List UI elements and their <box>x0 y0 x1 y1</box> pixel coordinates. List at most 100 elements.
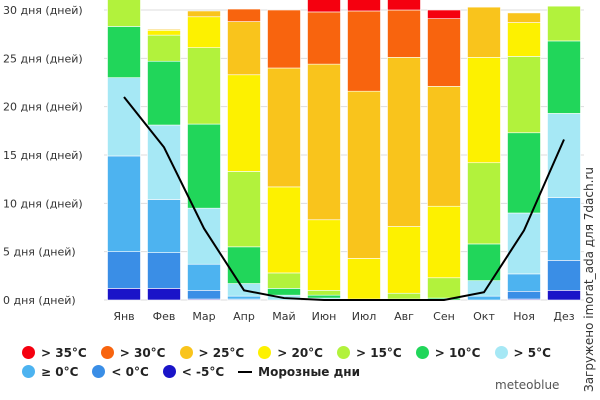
legend-item-above-10: > 10°C <box>415 345 481 360</box>
bar-segment <box>147 124 181 200</box>
bar-segment <box>107 155 141 252</box>
y-tick-label: 30 дня (дней) <box>3 4 83 17</box>
legend-swatch-icon <box>258 346 272 359</box>
bar-segment <box>347 10 381 92</box>
y-tick-label: 15 дня (дней) <box>3 149 83 162</box>
bar-segment <box>507 212 541 275</box>
bar-segment <box>187 16 221 48</box>
bar-segment <box>547 290 581 301</box>
bar-segment <box>147 199 181 253</box>
y-tick-label: 25 дня (дней) <box>3 52 83 65</box>
legend-swatch-icon <box>415 346 429 359</box>
legend-item-above-25: > 25°C <box>179 345 245 360</box>
watermark-text: Загружено imorat_ada для 7dach.ru <box>582 167 596 392</box>
bar-segment <box>387 9 421 58</box>
bar-segment <box>427 205 461 279</box>
legend-item-below-minus-5: < -5°C <box>162 364 225 379</box>
bar-segment <box>427 86 461 207</box>
legend-label: < 0°C <box>111 364 149 379</box>
bar-segment <box>307 0 341 13</box>
x-tick-label: Фев <box>153 310 176 323</box>
x-tick-label: Апр <box>233 310 255 323</box>
x-tick-label: Июл <box>352 310 377 323</box>
legend-swatch-icon <box>179 346 193 359</box>
bar-segment <box>267 67 301 188</box>
bar-segment <box>267 272 301 289</box>
bar-segment <box>507 290 541 300</box>
bar-segment <box>547 40 581 114</box>
legend-label: < -5°C <box>181 364 225 379</box>
bar-segment <box>307 11 341 65</box>
bar-segment <box>227 171 261 248</box>
bar-segment <box>387 57 421 227</box>
x-tick-label: Май <box>272 310 295 323</box>
bar-segment <box>187 123 221 209</box>
legend-swatch-icon <box>162 365 176 378</box>
bar-segment <box>147 34 181 62</box>
bar-segment <box>187 10 221 18</box>
legend: > 35°C > 30°C > 25°C > 20°C > 15°C > 10°… <box>22 343 582 381</box>
bar-segment <box>547 197 581 261</box>
legend-label: > 25°C <box>198 345 245 360</box>
legend-row-1: > 35°C > 30°C > 25°C > 20°C > 15°C > 10°… <box>22 343 582 362</box>
bar-segment <box>267 9 301 69</box>
x-tick-label: Сен <box>433 310 455 323</box>
bar-segment <box>427 277 461 299</box>
x-tick-label: Июн <box>312 310 337 323</box>
bar-segment <box>307 290 341 296</box>
frost-days-line <box>123 96 565 301</box>
bar-segment <box>227 246 261 284</box>
legend-label: Морозные дни <box>258 364 360 379</box>
bar-segment <box>427 9 461 19</box>
bar-segment <box>187 47 221 125</box>
bar-segment <box>547 113 581 198</box>
bar-segment <box>107 251 141 289</box>
bar-segment <box>147 288 181 301</box>
x-tick-label: Авг <box>394 310 414 323</box>
legend-label: > 5°C <box>513 345 551 360</box>
legend-label: > 30°C <box>119 345 166 360</box>
bar-segment <box>107 77 141 157</box>
legend-swatch-icon <box>22 365 35 378</box>
bar-segment <box>467 57 501 164</box>
bar-segment <box>467 295 501 301</box>
y-tick-label: 5 дня (дней) <box>3 246 76 259</box>
legend-label: ≥ 0°C <box>41 364 79 379</box>
bar-segment <box>547 5 581 42</box>
x-tick-label: Окт <box>473 310 495 323</box>
bar-segment <box>507 132 541 214</box>
bar-segment <box>467 162 501 245</box>
legend-label: > 15°C <box>356 345 402 360</box>
legend-swatch-icon <box>22 346 35 359</box>
legend-label: > 10°C <box>434 345 481 360</box>
bar-segment <box>547 260 581 291</box>
bar-segment <box>387 292 421 300</box>
bar-segment <box>107 288 141 301</box>
legend-swatch-icon <box>494 346 508 359</box>
legend-item-above-35: > 35°C <box>22 346 87 360</box>
legend-swatch-icon <box>337 346 350 359</box>
bar-segment <box>387 0 421 11</box>
bar-segment <box>227 74 261 172</box>
bar-segment <box>267 186 301 274</box>
bar-segment <box>307 219 341 291</box>
x-tick-label: Янв <box>113 310 134 323</box>
legend-row-2: ≥ 0°C < 0°C < -5°C Морозные дни <box>22 362 582 381</box>
bar-segment <box>187 263 221 291</box>
legend-swatch-icon <box>100 346 114 359</box>
bar-segment <box>307 294 341 299</box>
bar-segment <box>427 18 461 87</box>
bar-segment <box>507 12 541 23</box>
bar-segment <box>307 63 341 221</box>
bar-segment <box>387 226 421 294</box>
bar-segment <box>187 290 221 300</box>
x-tick-label: Дез <box>553 310 574 323</box>
bar-segment <box>187 207 221 265</box>
stacked-bar-chart: 0 дня (дней) 5 дня (дней) 10 дня (дней) 15 … <box>3 0 584 323</box>
meteoblue-logo: meteoblue <box>495 378 560 392</box>
legend-item-above-0: ≥ 0°C <box>22 365 78 379</box>
legend-item-above-30: > 30°C <box>100 345 166 360</box>
bar-segment <box>107 0 141 27</box>
legend-item-above-15: > 15°C <box>337 346 402 360</box>
bar-segment <box>227 295 261 300</box>
